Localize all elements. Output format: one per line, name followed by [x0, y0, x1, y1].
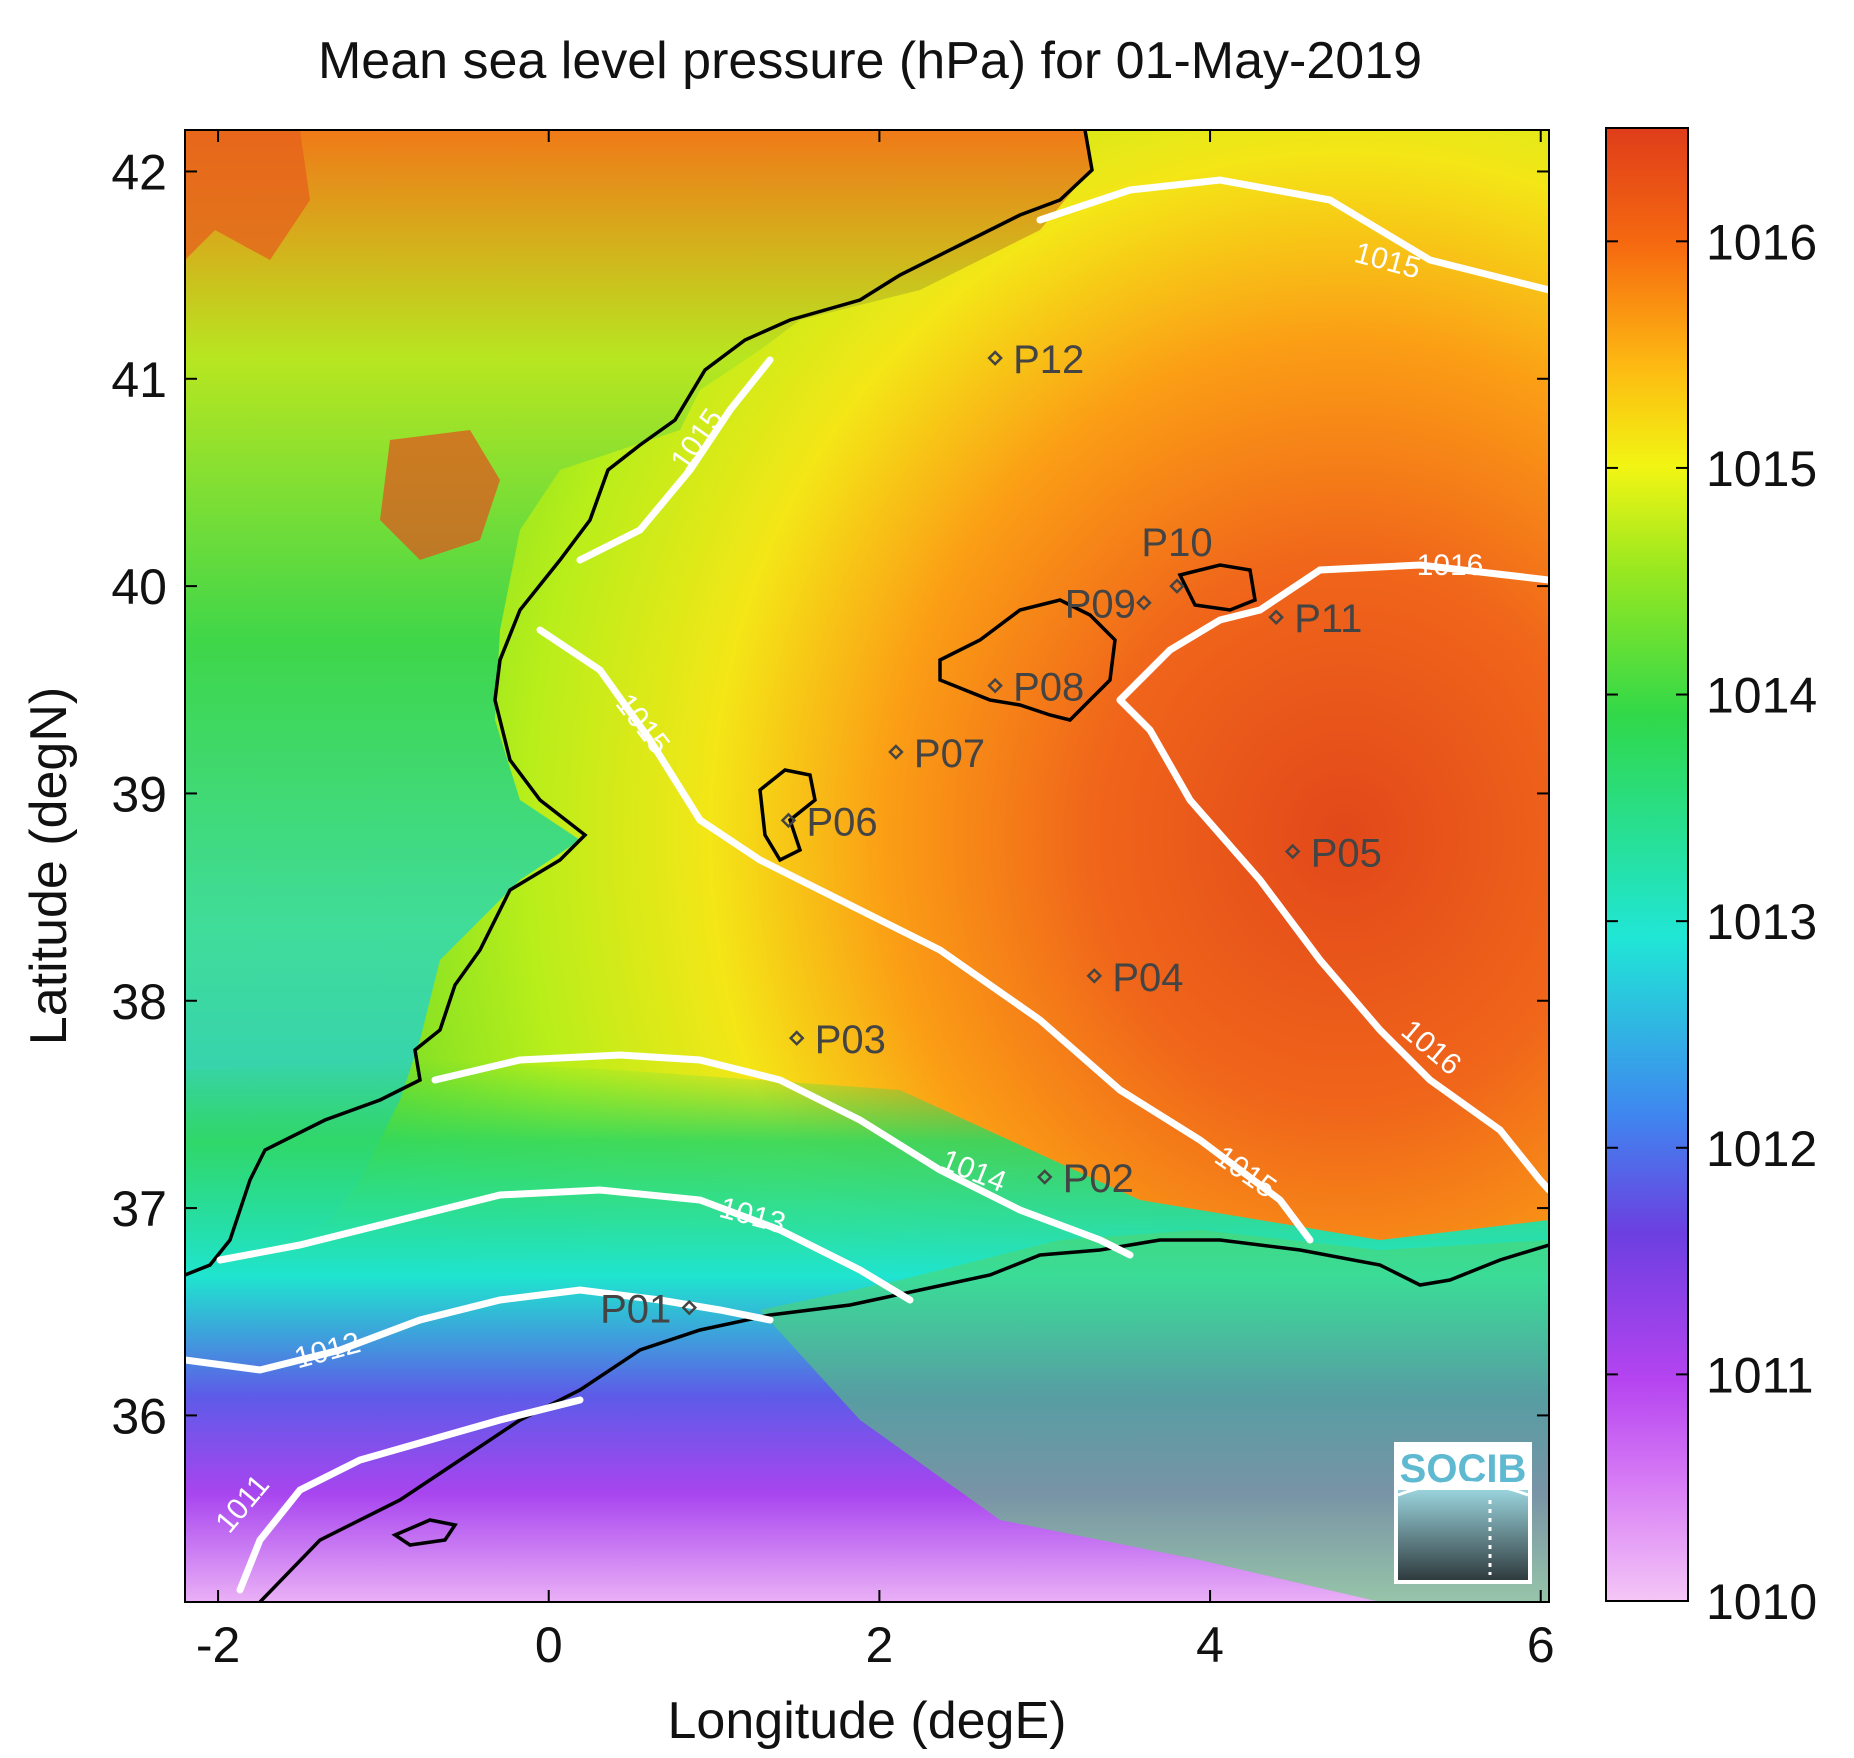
socib-logo-text: SOCIB	[1400, 1447, 1527, 1491]
colorbar-tick-label: 1011	[1706, 1347, 1814, 1403]
x-tick-label: 0	[535, 1617, 563, 1673]
map-title: Mean sea level pressure (hPa) for 01-May…	[318, 32, 1422, 90]
isobar-1016-east	[1256, 561, 1549, 614]
north-africa-land-field	[760, 1230, 1549, 1602]
x-tick-label: 2	[865, 1617, 893, 1673]
colorbar-tick-label: 1015	[1706, 441, 1817, 497]
y-tick-label: 40	[111, 559, 167, 615]
colorbar-tick-label: 1016	[1706, 214, 1817, 270]
station-p12: P12	[987, 338, 1084, 382]
isobar-1015-north	[1036, 176, 1549, 294]
station-marker	[1169, 578, 1185, 594]
colorbar-ticks: 1010 1011 1012 1013 1014 1015 1016	[1606, 214, 1817, 1630]
coastline-iberia	[185, 130, 1094, 1277]
plot-frame	[184, 129, 1550, 1603]
station-p03: P03	[788, 1018, 886, 1062]
socib-logo-gradient	[1398, 1490, 1528, 1580]
station-p09: P09	[1065, 583, 1152, 627]
contour-label-1016-east: 1016	[1417, 549, 1484, 582]
station-label: P10	[1141, 521, 1212, 565]
y-tick-label: 38	[111, 974, 167, 1030]
isobar-1015-main	[536, 626, 1314, 1244]
isobar-1013	[216, 1186, 914, 1304]
socib-logo: SOCIB	[1394, 1442, 1532, 1584]
colorbar-tick-label: 1013	[1706, 894, 1817, 950]
colorbar-gradient	[1605, 127, 1689, 1602]
station-p08: P08	[987, 666, 1084, 710]
station-marker	[888, 744, 904, 760]
station-marker	[987, 677, 1003, 694]
station-label: P01	[600, 1288, 671, 1332]
y-tick-label: 36	[111, 1388, 167, 1444]
station-p11: P11	[1268, 597, 1362, 641]
station-p01: P01	[600, 1288, 698, 1332]
station-label: P06	[806, 800, 877, 844]
station-label: P09	[1065, 583, 1136, 627]
station-p10: P10	[1141, 521, 1213, 594]
isobar-1014	[431, 1051, 1134, 1259]
station-marker	[788, 1030, 805, 1046]
station-marker	[681, 1299, 698, 1316]
coastline-africa	[258, 1238, 1549, 1602]
y-tick-label: 42	[111, 144, 167, 200]
isobar-contours	[185, 176, 1549, 1594]
station-marker	[1136, 594, 1152, 611]
station-label: P03	[815, 1018, 886, 1062]
coastline-ibiza	[758, 768, 817, 863]
x-tick-label: 4	[1196, 1617, 1224, 1673]
plot-area: 1015 1015 1015 1015 1016 1016 1014 1013 …	[185, 130, 1549, 1602]
y-axis: 36 37 38 39 40 41 42	[111, 144, 1549, 1444]
x-tick-label: -2	[196, 1617, 240, 1673]
coastline-mallorca	[938, 598, 1117, 722]
y-tick-label: 39	[111, 766, 167, 822]
colorbar: 1010 1011 1012 1013 1014 1015 1016	[1605, 127, 1817, 1630]
colorbar-tick-label: 1010	[1706, 1574, 1817, 1630]
station-label: P12	[1013, 338, 1084, 382]
x-axis: -2 0 2 4 6	[196, 130, 1555, 1673]
isobar-1012	[185, 1286, 774, 1374]
iberian-land-field	[185, 130, 1090, 1270]
central-high-terrain	[380, 430, 500, 560]
station-marker	[1086, 968, 1103, 984]
station-marker	[1268, 609, 1284, 625]
station-p05: P05	[1284, 831, 1382, 875]
station-label: P05	[1311, 831, 1382, 875]
colorbar-tick-label: 1014	[1706, 668, 1817, 724]
socib-logo-wave	[1397, 1481, 1529, 1497]
northwest-high-terrain	[185, 130, 310, 260]
isobar-1015-west	[576, 356, 774, 564]
station-marker	[1036, 1169, 1053, 1185]
coastline-menorca	[1177, 563, 1257, 612]
x-axis-label: Longitude (degE)	[668, 1692, 1067, 1750]
station-marker	[780, 812, 797, 829]
isobar-1016-link	[1116, 606, 1264, 704]
y-axis-label: Latitude (degN)	[20, 687, 78, 1045]
colorbar-tick-label: 1012	[1706, 1121, 1817, 1177]
station-marker	[987, 350, 1003, 366]
y-tick-label: 41	[111, 352, 167, 408]
coastline-alboran	[391, 1518, 458, 1547]
station-p07: P07	[888, 732, 985, 776]
station-label: P11	[1294, 597, 1362, 641]
isobar-1016-main	[1116, 696, 1549, 1194]
station-label: P02	[1063, 1157, 1134, 1201]
x-tick-label: 6	[1527, 1617, 1555, 1673]
y-tick-label: 37	[111, 1181, 167, 1237]
station-label: P08	[1013, 666, 1084, 710]
station-p04: P04	[1086, 956, 1184, 1000]
station-label: P04	[1112, 956, 1183, 1000]
station-label: P07	[914, 732, 985, 776]
station-p02: P02	[1036, 1157, 1134, 1201]
isobar-1011	[236, 1396, 584, 1594]
station-marker	[1284, 843, 1301, 860]
station-p06: P06	[780, 800, 878, 844]
